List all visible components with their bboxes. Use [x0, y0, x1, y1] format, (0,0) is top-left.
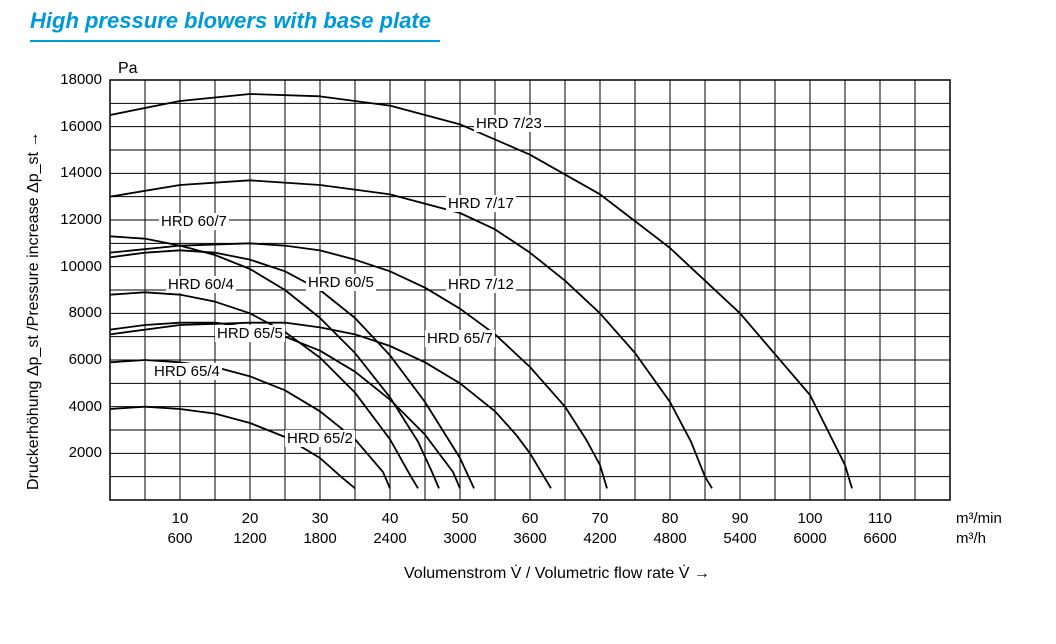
curve-label-hrd-7/12: HRD 7/12 — [446, 276, 516, 293]
curve-label-hrd-7/17: HRD 7/17 — [446, 195, 516, 212]
x-tick-hr: 1200 — [233, 530, 266, 547]
x-tick-min: 10 — [172, 510, 189, 527]
page: High pressure blowers with base plate Dr… — [0, 0, 1056, 644]
y-tick: 4000 — [52, 398, 102, 415]
x-tick-hr: 3600 — [513, 530, 546, 547]
x-tick-hr: 6000 — [793, 530, 826, 547]
y-tick: 2000 — [52, 444, 102, 461]
x-tick-min: 40 — [382, 510, 399, 527]
curve-label-hrd-65/4: HRD 65/4 — [152, 363, 222, 380]
y-tick: 16000 — [52, 118, 102, 135]
curve-label-hrd-65/5: HRD 65/5 — [215, 325, 285, 342]
x-unit-top: m³/min — [956, 510, 1002, 527]
y-tick: 6000 — [52, 351, 102, 368]
x-tick-min: 80 — [662, 510, 679, 527]
x-tick-hr: 2400 — [373, 530, 406, 547]
chart — [0, 0, 1056, 644]
x-tick-min: 20 — [242, 510, 259, 527]
x-tick-min: 60 — [522, 510, 539, 527]
x-tick-min: 70 — [592, 510, 609, 527]
x-tick-min: 30 — [312, 510, 329, 527]
curve-label-hrd-65/2: HRD 65/2 — [285, 430, 355, 447]
x-tick-hr: 1800 — [303, 530, 336, 547]
x-tick-hr: 5400 — [723, 530, 756, 547]
curve-label-hrd-60/5: HRD 60/5 — [306, 274, 376, 291]
y-tick: 18000 — [52, 71, 102, 88]
x-tick-hr: 4200 — [583, 530, 616, 547]
y-tick: 12000 — [52, 211, 102, 228]
x-tick-min: 90 — [732, 510, 749, 527]
x-tick-hr: 3000 — [443, 530, 476, 547]
x-tick-hr: 6600 — [863, 530, 896, 547]
curve-label-hrd-60/7: HRD 60/7 — [159, 213, 229, 230]
curve-label-hrd-65/7: HRD 65/7 — [425, 330, 495, 347]
chart-svg — [0, 0, 1056, 644]
x-tick-min: 50 — [452, 510, 469, 527]
y-tick: 10000 — [52, 258, 102, 275]
x-axis-label: Volumenstrom V̇ / Volumetric flow rate V… — [404, 565, 710, 583]
x-tick-min: 100 — [797, 510, 822, 527]
curve-label-hrd-7/23: HRD 7/23 — [474, 115, 544, 132]
x-unit-bottom: m³/h — [956, 530, 986, 547]
y-tick: 8000 — [52, 304, 102, 321]
x-tick-hr: 4800 — [653, 530, 686, 547]
x-tick-hr: 600 — [167, 530, 192, 547]
curve-label-hrd-60/4: HRD 60/4 — [166, 276, 236, 293]
x-tick-min: 110 — [868, 510, 892, 527]
y-tick: 14000 — [52, 164, 102, 181]
